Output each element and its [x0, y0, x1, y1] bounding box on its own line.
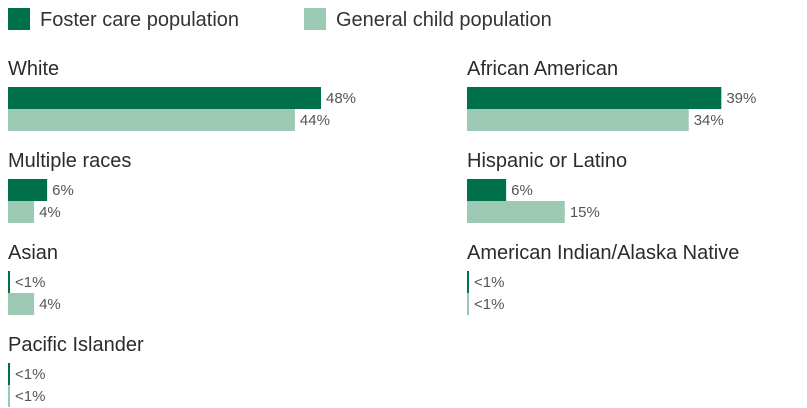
- legend-swatch-general: [304, 8, 326, 30]
- legend: Foster care population General child pop…: [8, 8, 552, 31]
- category-label-american-indian-alaska-native: American Indian/Alaska Native: [467, 242, 739, 264]
- bar-foster-multiple-races: [8, 179, 48, 201]
- bar-foster-pacific-islander: [8, 363, 10, 385]
- category-label-asian: Asian: [8, 242, 58, 264]
- category-group-asian: Asian <1% 4%: [8, 242, 61, 315]
- value-label-foster-pacific-islander: <1%: [15, 366, 45, 383]
- bar-general-pacific-islander: [8, 385, 10, 407]
- value-label-general-pacific-islander: <1%: [15, 388, 45, 405]
- category-group-hispanic-or-latino: Hispanic or Latino 6% 15%: [467, 150, 627, 223]
- value-label-foster-american-indian-alaska-native: <1%: [474, 274, 504, 291]
- value-label-foster-hispanic-or-latino: 6%: [511, 182, 533, 199]
- value-label-general-asian: 4%: [39, 296, 61, 313]
- value-label-general-white: 44%: [300, 112, 330, 129]
- category-label-hispanic-or-latino: Hispanic or Latino: [467, 150, 627, 172]
- legend-label-foster: Foster care population: [40, 9, 239, 31]
- category-label-pacific-islander: Pacific Islander: [8, 334, 144, 356]
- value-label-general-african-american: 34%: [694, 112, 724, 129]
- plot-area: White 48% 44% African American 39%34% Multipl…: [8, 58, 756, 407]
- bar-general-asian: [8, 293, 35, 315]
- value-label-foster-multiple-races: 6%: [52, 182, 74, 199]
- value-label-foster-asian: <1%: [15, 274, 45, 291]
- legend-swatch-foster: [8, 8, 30, 30]
- bar-general-white: [8, 109, 295, 131]
- category-group-white: White 48% 44%: [8, 58, 356, 131]
- bar-general-hispanic-or-latino: [467, 201, 565, 223]
- bar-foster-white: [8, 87, 321, 109]
- category-group-american-indian-alaska-native: American Indian/Alaska Native <1% <1%: [467, 242, 739, 315]
- bar-foster-african-american: [467, 87, 722, 109]
- category-label-multiple-races: Multiple races: [8, 150, 131, 172]
- legend-label-general: General child population: [336, 9, 552, 31]
- value-label-general-hispanic-or-latino: 15%: [570, 204, 600, 221]
- bar-foster-asian: [8, 271, 10, 293]
- category-group-pacific-islander: Pacific Islander <1% <1%: [8, 334, 144, 407]
- bar-general-african-american: [467, 109, 689, 131]
- value-label-foster-white: 48%: [326, 90, 356, 107]
- bar-foster-american-indian-alaska-native: [467, 271, 469, 293]
- category-label-white: White: [8, 58, 59, 80]
- bar-foster-hispanic-or-latino: [467, 179, 507, 201]
- value-label-general-multiple-races: 4%: [39, 204, 61, 221]
- category-group-african-american: African American 39%34%: [467, 58, 756, 131]
- bar-general-american-indian-alaska-native: [467, 293, 469, 315]
- value-label-foster-african-american: 39%: [726, 90, 756, 107]
- category-group-multiple-races: Multiple races 6% 4%: [8, 150, 131, 223]
- category-label-african-american: African American: [467, 58, 618, 80]
- bar-general-multiple-races: [8, 201, 35, 223]
- value-label-general-american-indian-alaska-native: <1%: [474, 296, 504, 313]
